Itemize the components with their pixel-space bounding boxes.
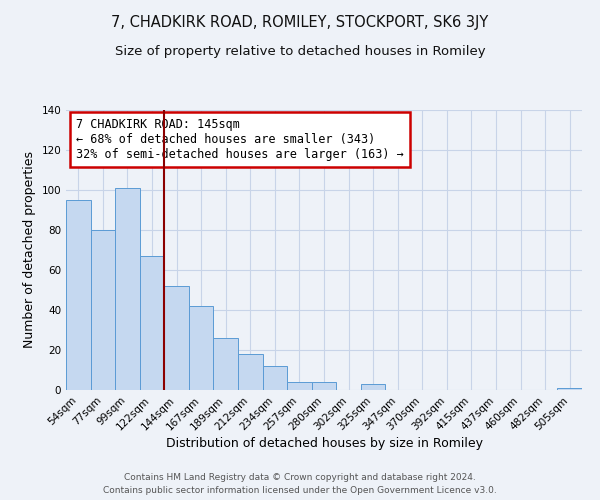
Bar [557,388,582,390]
Text: Contains HM Land Registry data © Crown copyright and database right 2024.: Contains HM Land Registry data © Crown c… [124,472,476,482]
Bar [287,382,312,390]
Text: 7 CHADKIRK ROAD: 145sqm
← 68% of detached houses are smaller (343)
32% of semi-d: 7 CHADKIRK ROAD: 145sqm ← 68% of detache… [76,118,404,162]
Text: Contains public sector information licensed under the Open Government Licence v3: Contains public sector information licen… [103,486,497,495]
Bar [189,306,214,390]
Bar [115,188,140,390]
Bar [66,200,91,390]
Bar [91,230,115,390]
Bar [361,384,385,390]
X-axis label: Distribution of detached houses by size in Romiley: Distribution of detached houses by size … [166,438,482,450]
Bar [238,354,263,390]
Bar [140,256,164,390]
Text: 7, CHADKIRK ROAD, ROMILEY, STOCKPORT, SK6 3JY: 7, CHADKIRK ROAD, ROMILEY, STOCKPORT, SK… [112,15,488,30]
Text: Size of property relative to detached houses in Romiley: Size of property relative to detached ho… [115,45,485,58]
Y-axis label: Number of detached properties: Number of detached properties [23,152,36,348]
Bar [214,338,238,390]
Bar [164,286,189,390]
Bar [312,382,336,390]
Bar [263,366,287,390]
